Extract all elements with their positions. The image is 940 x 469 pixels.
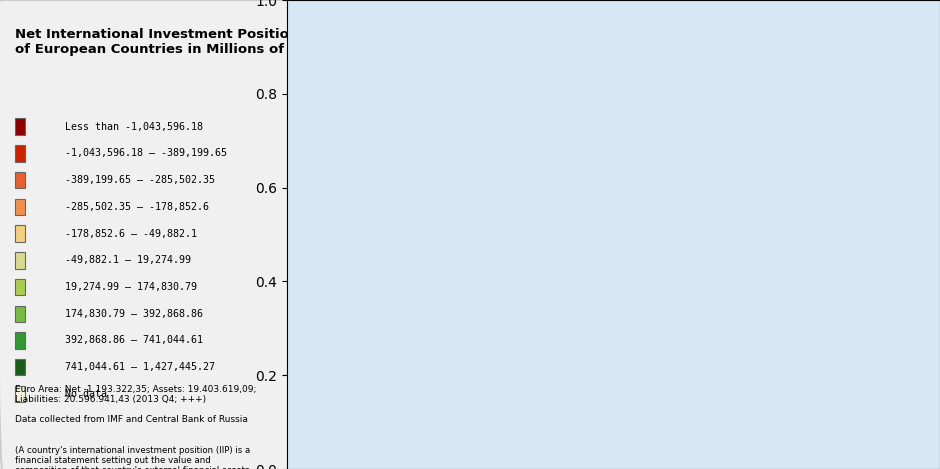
FancyBboxPatch shape [15, 386, 25, 402]
Text: -389,199.65 – -285,502.35: -389,199.65 – -285,502.35 [65, 175, 215, 185]
FancyBboxPatch shape [15, 226, 25, 242]
Text: No data: No data [65, 389, 107, 399]
Text: 392,868.86 – 741,044.61: 392,868.86 – 741,044.61 [65, 335, 203, 346]
FancyBboxPatch shape [15, 332, 25, 349]
Text: -178,852.6 – -49,882.1: -178,852.6 – -49,882.1 [65, 228, 197, 239]
FancyBboxPatch shape [15, 199, 25, 215]
Text: -285,502.35 – -178,852.6: -285,502.35 – -178,852.6 [65, 202, 209, 212]
FancyBboxPatch shape [15, 279, 25, 295]
Text: -1,043,596.18 – -389,199.65: -1,043,596.18 – -389,199.65 [65, 148, 227, 159]
FancyBboxPatch shape [15, 119, 25, 135]
Text: (A country's international investment position (IIP) is a
financial statement se: (A country's international investment po… [15, 446, 250, 469]
Text: Data collected from IMF and Central Bank of Russia: Data collected from IMF and Central Bank… [15, 415, 247, 424]
Text: -49,882.1 – 19,274.99: -49,882.1 – 19,274.99 [65, 255, 191, 265]
FancyBboxPatch shape [15, 359, 25, 376]
FancyBboxPatch shape [15, 252, 25, 268]
FancyBboxPatch shape [15, 145, 25, 162]
Text: Less than -1,043,596.18: Less than -1,043,596.18 [65, 121, 203, 132]
FancyBboxPatch shape [15, 172, 25, 188]
Text: Net International Investment Positions
of European Countries in Millions of €: Net International Investment Positions o… [15, 28, 306, 56]
Text: 19,274.99 – 174,830.79: 19,274.99 – 174,830.79 [65, 282, 197, 292]
Text: 174,830.79 – 392,868.86: 174,830.79 – 392,868.86 [65, 309, 203, 319]
FancyBboxPatch shape [15, 306, 25, 322]
Text: Euro Area: Net -1.193.322,35; Assets: 19.403.619,09;
Liabilities: 20.596.941,43 : Euro Area: Net -1.193.322,35; Assets: 19… [15, 385, 257, 404]
Text: 741,044.61 – 1,427,445.27: 741,044.61 – 1,427,445.27 [65, 362, 215, 372]
